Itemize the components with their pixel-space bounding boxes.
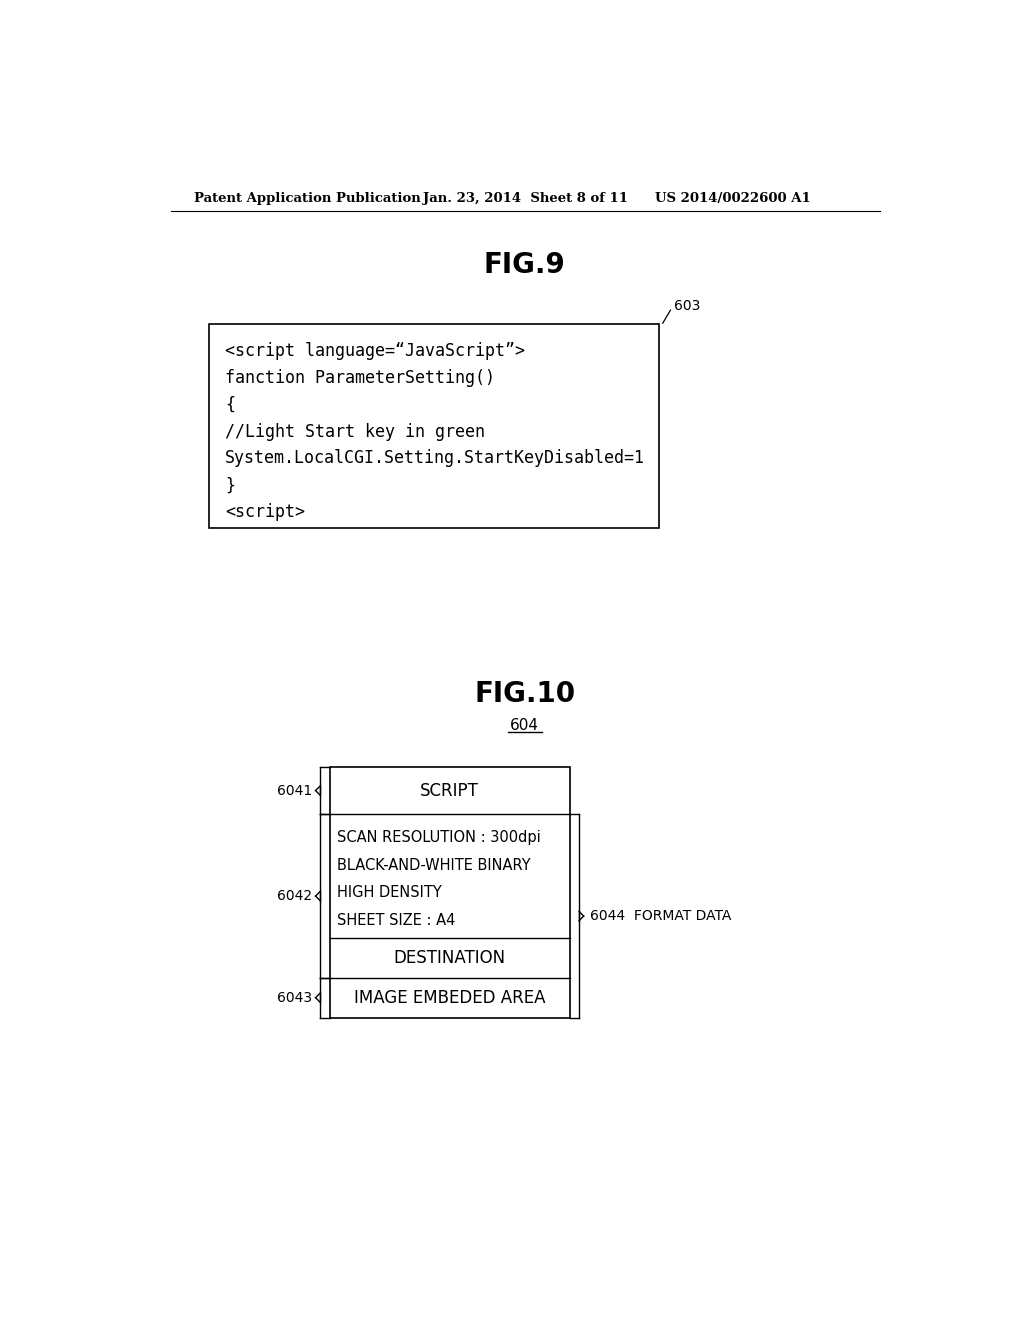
Text: SCAN RESOLUTION : 300dpi: SCAN RESOLUTION : 300dpi [337,830,541,845]
Text: DESTINATION: DESTINATION [393,949,506,966]
Text: 6043: 6043 [278,991,312,1005]
Text: 604: 604 [510,718,540,734]
Text: System.LocalCGI.Setting.StartKeyDisabled=1: System.LocalCGI.Setting.StartKeyDisabled… [225,449,645,467]
Text: SHEET SIZE : A4: SHEET SIZE : A4 [337,913,456,928]
Text: FIG.9: FIG.9 [484,251,565,279]
Text: SCRIPT: SCRIPT [420,781,479,800]
Text: fanction ParameterSetting(): fanction ParameterSetting() [225,368,495,387]
Text: //Light Start key in green: //Light Start key in green [225,422,485,441]
Text: US 2014/0022600 A1: US 2014/0022600 A1 [655,191,811,205]
Bar [330,767,569,1018]
Text: <script language=“JavaScript”>: <script language=“JavaScript”> [225,342,525,359]
Text: }: } [225,477,234,495]
Text: Patent Application Publication: Patent Application Publication [194,191,421,205]
Text: {: { [225,396,234,413]
Text: HIGH DENSITY: HIGH DENSITY [337,886,442,900]
Text: 6042: 6042 [278,890,312,903]
Text: IMAGE EMBEDED AREA: IMAGE EMBEDED AREA [354,989,546,1007]
Text: FIG.10: FIG.10 [474,680,575,708]
Text: 6044  FORMAT DATA: 6044 FORMAT DATA [590,909,731,923]
Text: BLACK-AND-WHITE BINARY: BLACK-AND-WHITE BINARY [337,858,530,873]
Text: 6041: 6041 [278,784,312,797]
Bar [209,323,658,528]
Text: 603: 603 [675,300,700,313]
Text: Jan. 23, 2014  Sheet 8 of 11: Jan. 23, 2014 Sheet 8 of 11 [423,191,628,205]
Text: <script>: <script> [225,503,305,521]
